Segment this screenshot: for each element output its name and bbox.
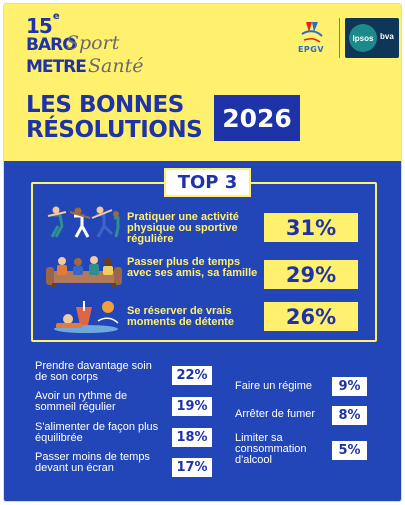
top3-heading: TOP 3 [164, 168, 251, 197]
ffepgv-logo-text: EPGV [297, 45, 325, 54]
ffepgv-logo-icon [301, 22, 323, 43]
stat-value: 18% [172, 428, 212, 447]
top3-item-3-value: 26% [264, 302, 358, 331]
stat-label: Arrêter de fumer [235, 408, 316, 420]
stat-label: S'alimenter de façon plus équilibrée [35, 421, 159, 444]
logo-divider [339, 18, 340, 58]
stat-label: Passer moins de temps devant un écran [35, 451, 150, 474]
barometre-word-line1: BARO [26, 35, 77, 55]
header: 15e BARO METRE Sport Santé EPGV Ipsos bv… [4, 4, 401, 161]
stat-label: Avoir un rythme de sommeil régulier [35, 390, 128, 413]
title-line2: RÉSOLUTIONS [26, 117, 203, 143]
people-exercising-icon [47, 206, 120, 238]
top3-item-1-value: 31% [264, 213, 358, 242]
stat-value: 22% [172, 366, 212, 385]
ipsos-logo-icon: Ipsos [349, 24, 377, 52]
stat-value: 9% [332, 377, 367, 396]
friends-on-sofa-icon [46, 256, 122, 287]
year-badge: 2026 [214, 95, 300, 141]
stat-value: 19% [172, 397, 212, 416]
relaxing-drink-icon [54, 301, 119, 333]
top3-item-1-text: Pratiquer une activité physique ou sport… [127, 211, 239, 245]
stat-label: Faire un régime [235, 380, 313, 392]
barometre-word-line2: METRE [26, 57, 87, 77]
ipsos-bva-logo: Ipsos bva [345, 18, 399, 58]
title-line1: LES BONNES [26, 92, 184, 118]
top3-item-3-text: Se réserver de vrais moments de détente [127, 305, 234, 328]
main-panel: TOP 3 Pratiquer une activité physique ou… [4, 161, 401, 501]
sport-script: Sport [66, 32, 120, 54]
sante-script: Santé [88, 55, 144, 77]
bva-logo-text: bva [380, 32, 394, 41]
stat-value: 5% [332, 441, 367, 460]
edition-number: 15e [26, 11, 60, 38]
stat-value: 17% [172, 458, 212, 477]
stat-value: 8% [332, 406, 367, 425]
stat-label: Limiter sa consommation d'alcool [235, 432, 307, 466]
top3-item-2-text: Passer plus de temps avec ses amis, sa f… [127, 256, 258, 279]
top3-item-2-value: 29% [264, 260, 358, 289]
infographic-card: 15e BARO METRE Sport Santé EPGV Ipsos bv… [3, 3, 402, 502]
stat-label: Prendre davantage soin de son corps [35, 360, 152, 383]
